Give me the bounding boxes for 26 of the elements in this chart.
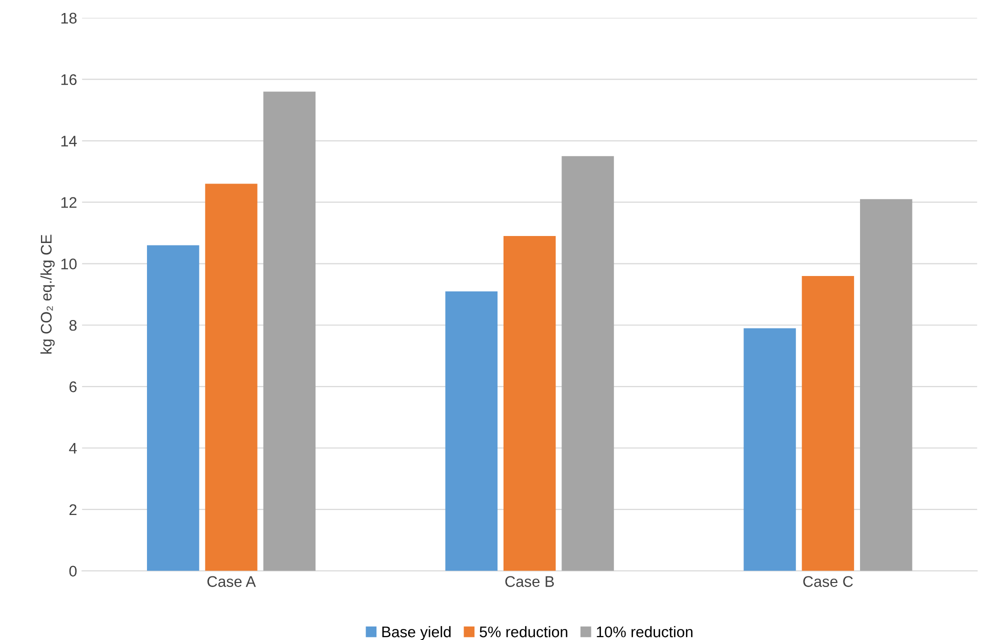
bar [562, 156, 614, 571]
y-tick-label: 16 [61, 74, 77, 86]
bar [744, 328, 796, 571]
y-tick-label: 18 [61, 12, 77, 24]
bar [263, 92, 316, 571]
y-axis-title: kg CO₂ eq./kg CE [40, 234, 55, 354]
legend-label: 5% reduction [480, 626, 568, 638]
bar [860, 199, 912, 571]
bar [504, 236, 556, 571]
bar [802, 276, 854, 571]
bar [445, 291, 498, 571]
legend-label: 10% reduction [596, 626, 692, 638]
y-tick-label: 4 [69, 443, 77, 454]
y-tick-label: 10 [61, 258, 77, 270]
legend-label: Base yield [382, 626, 451, 640]
y-tick-label: 12 [61, 197, 76, 208]
y-tick-label: 8 [69, 320, 77, 331]
bar [205, 184, 258, 571]
y-tick-label: 2 [70, 504, 76, 515]
x-tick-label: Case A [207, 576, 256, 587]
y-tick-label: 0 [69, 566, 77, 577]
bar [146, 245, 200, 571]
y-tick-label: 6 [70, 381, 77, 392]
x-tick-label: Case C [803, 576, 853, 587]
y-tick-label: 14 [61, 136, 77, 146]
x-tick-label: Case B [505, 576, 554, 587]
